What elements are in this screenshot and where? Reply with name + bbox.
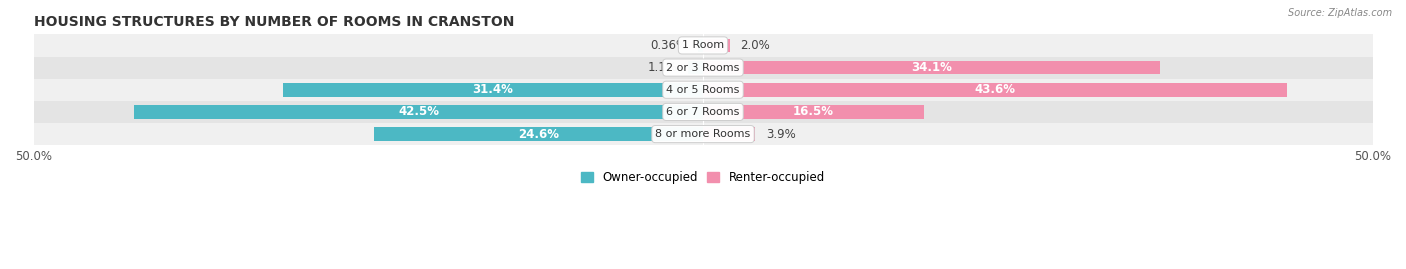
Bar <box>703 83 1286 97</box>
Bar <box>689 61 703 75</box>
Text: HOUSING STRUCTURES BY NUMBER OF ROOMS IN CRANSTON: HOUSING STRUCTURES BY NUMBER OF ROOMS IN… <box>34 15 513 29</box>
Bar <box>34 123 1372 145</box>
Text: 31.4%: 31.4% <box>472 83 513 96</box>
Text: 24.6%: 24.6% <box>517 128 558 141</box>
Bar <box>703 127 755 141</box>
Bar <box>703 105 924 119</box>
Bar <box>34 101 1372 123</box>
Text: 8 or more Rooms: 8 or more Rooms <box>655 129 751 139</box>
Text: 16.5%: 16.5% <box>793 105 834 118</box>
Bar <box>34 56 1372 79</box>
Bar <box>134 105 703 119</box>
Bar <box>283 83 703 97</box>
Text: 34.1%: 34.1% <box>911 61 952 74</box>
Bar <box>703 61 1160 75</box>
Text: 2.0%: 2.0% <box>741 39 770 52</box>
Text: 4 or 5 Rooms: 4 or 5 Rooms <box>666 85 740 95</box>
Bar <box>699 38 703 52</box>
Bar <box>34 34 1372 56</box>
Legend: Owner-occupied, Renter-occupied: Owner-occupied, Renter-occupied <box>576 167 830 189</box>
Text: 6 or 7 Rooms: 6 or 7 Rooms <box>666 107 740 117</box>
Text: 43.6%: 43.6% <box>974 83 1015 96</box>
Text: 3.9%: 3.9% <box>766 128 796 141</box>
Text: 1 Room: 1 Room <box>682 40 724 50</box>
Text: 1.1%: 1.1% <box>648 61 678 74</box>
Text: 2 or 3 Rooms: 2 or 3 Rooms <box>666 63 740 73</box>
Bar <box>34 79 1372 101</box>
Bar <box>703 38 730 52</box>
Bar <box>374 127 703 141</box>
Text: 42.5%: 42.5% <box>398 105 439 118</box>
Text: 0.36%: 0.36% <box>651 39 688 52</box>
Text: Source: ZipAtlas.com: Source: ZipAtlas.com <box>1288 8 1392 18</box>
